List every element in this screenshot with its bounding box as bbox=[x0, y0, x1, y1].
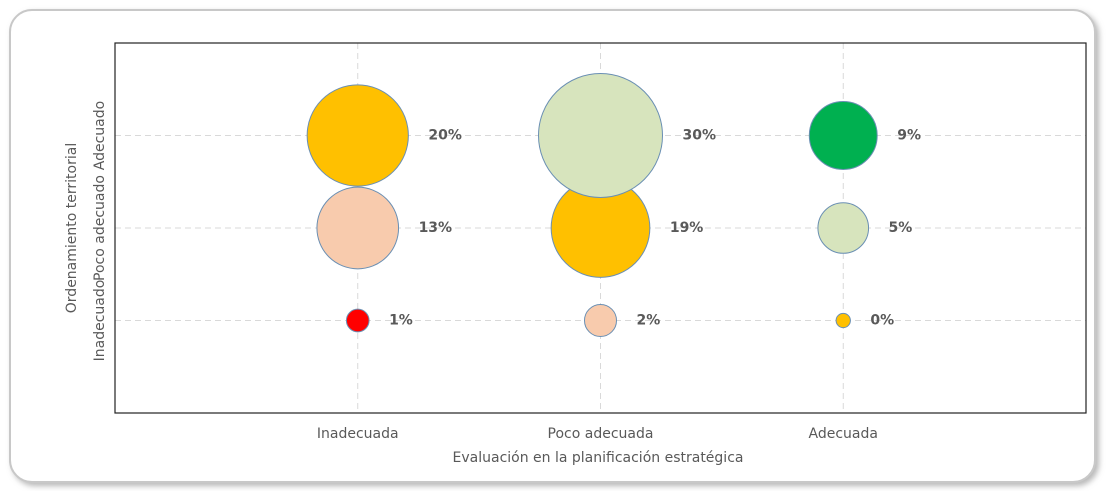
x-axis-title: Evaluación en la planificación estratégi… bbox=[453, 450, 744, 466]
panel bbox=[9, 9, 1096, 483]
bubble bbox=[306, 84, 409, 187]
y-tick-label: Poco adecuado bbox=[92, 175, 108, 281]
x-tick-label: Poco adecuada bbox=[548, 426, 654, 442]
data-label: 30% bbox=[683, 128, 717, 144]
y-tick-label: Adecuado bbox=[92, 101, 108, 170]
y-tick-label: Inadecuado bbox=[92, 280, 108, 362]
bubble bbox=[817, 202, 870, 254]
data-label: 1% bbox=[389, 313, 413, 329]
data-label: 13% bbox=[419, 220, 453, 236]
data-label: 9% bbox=[897, 128, 921, 144]
y-axis-title: Ordenamiento territorial bbox=[64, 143, 80, 313]
x-tick-label: Inadecuada bbox=[317, 426, 399, 442]
data-label: 19% bbox=[670, 220, 704, 236]
bubble bbox=[835, 312, 851, 329]
bubble bbox=[345, 308, 370, 333]
bubble bbox=[538, 73, 663, 198]
bubble bbox=[583, 303, 618, 338]
data-label: 20% bbox=[428, 128, 462, 144]
data-label: 2% bbox=[637, 313, 661, 329]
plot-frame bbox=[114, 42, 1087, 414]
bubble bbox=[808, 101, 878, 170]
marks: 1% 2% 0% 13% 19% 5% 20% 30% 9% bbox=[306, 73, 921, 338]
data-label: 0% bbox=[870, 313, 894, 329]
data-label: 5% bbox=[889, 220, 913, 236]
bubble bbox=[316, 186, 400, 270]
x-tick-label: Adecuada bbox=[809, 426, 878, 442]
